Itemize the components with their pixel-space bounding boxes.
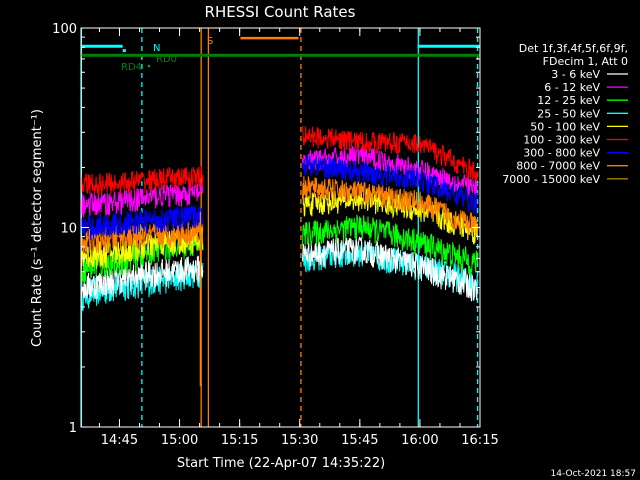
flag-label: S xyxy=(207,36,213,47)
x-tick-label: 14:45 xyxy=(101,433,138,448)
y-axis: 1 10 100 xyxy=(52,22,480,436)
series-line xyxy=(302,214,479,276)
x-tick-label: 16:00 xyxy=(401,433,438,448)
x-tick-label: 15:30 xyxy=(281,433,318,448)
x-tick-label: 16:15 xyxy=(461,433,498,448)
x-tick-label: 15:00 xyxy=(161,433,198,448)
legend-label: 3 - 6 keV xyxy=(551,68,600,81)
x-tick-label: 15:45 xyxy=(341,433,378,448)
legend-label: 50 - 100 keV xyxy=(530,120,600,133)
legend-label: 300 - 800 keV xyxy=(523,147,600,160)
legend-header: FDecim 1, Att 0 xyxy=(543,55,628,68)
x-axis-label: Start Time (22-Apr-07 14:35:22) xyxy=(177,456,385,471)
series-line xyxy=(302,125,479,181)
legend-label: 6 - 12 keV xyxy=(544,81,600,94)
series-line xyxy=(80,181,204,218)
legend: Det 1f,3f,4f,5f,6f,9f,FDecim 1, Att 03 -… xyxy=(502,42,628,186)
flag-label: N xyxy=(153,43,160,54)
legend-label: 800 - 7000 keV xyxy=(516,160,600,173)
legend-label: 12 - 25 keV xyxy=(537,94,600,107)
series-line xyxy=(302,241,479,298)
legend-label: 25 - 50 keV xyxy=(537,107,600,120)
legend-label: 100 - 300 keV xyxy=(523,134,600,147)
series-line xyxy=(302,236,479,302)
flag-label: RD0 xyxy=(156,54,177,65)
flag-dot xyxy=(147,64,151,68)
series-line xyxy=(80,255,204,302)
y-tick-label: 10 xyxy=(60,222,77,237)
legend-label: 7000 - 15000 keV xyxy=(502,173,600,186)
series-line xyxy=(302,187,479,245)
chart-title: RHESSI Count Rates xyxy=(205,3,356,21)
series-line xyxy=(302,154,478,216)
series-line xyxy=(80,205,204,240)
x-axis: 14:45 15:00 15:15 15:30 15:45 16:00 16:15 xyxy=(98,28,499,448)
timestamp: 14-Oct-2021 18:57 xyxy=(551,469,636,479)
series-line xyxy=(80,165,204,195)
series-line xyxy=(302,176,479,237)
y-tick-label: 1 xyxy=(69,421,77,436)
flag-label: RD4 xyxy=(121,62,142,73)
x-tick-label: 15:15 xyxy=(221,433,258,448)
y-axis-label: Count Rate (s⁻¹ detector segment⁻¹) xyxy=(30,109,45,347)
series-line xyxy=(80,219,204,254)
plot-area: N S RD0 RD4 xyxy=(80,27,481,428)
legend-header: Det 1f,3f,4f,5f,6f,9f, xyxy=(519,42,628,55)
y-tick-label: 100 xyxy=(52,22,77,37)
